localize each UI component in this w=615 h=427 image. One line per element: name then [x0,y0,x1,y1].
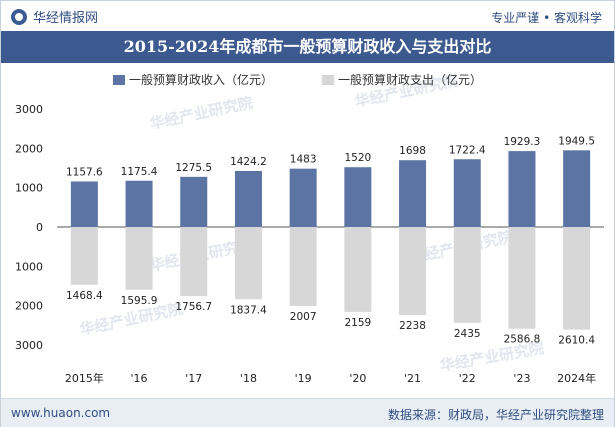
data-label-revenue: 1929.3 [504,136,541,148]
legend-label-revenue: 一般预算财政收入（亿元） [129,72,273,87]
y-tick-label: 3000 [15,339,43,352]
data-label-revenue: 1949.5 [558,135,595,147]
x-tick-label: 2015年 [65,371,104,385]
bar-expenditure [289,227,317,306]
x-tick-label: '23 [513,372,530,385]
x-tick-label: '21 [404,372,421,385]
tagline: 专业严谨 • 客观科学 [491,11,602,25]
data-label-expenditure: 2007 [290,311,317,323]
data-label-revenue: 1175.4 [121,166,158,178]
bar-revenue [234,170,262,227]
brand-name: 华经情报网 [33,11,99,26]
bar-expenditure [70,227,98,285]
data-label-expenditure: 1595.9 [121,295,158,307]
bar-revenue [399,160,427,227]
footer-source: 数据来源：财政局，华经产业研究院整理 [387,408,604,422]
watermark-text: 华经产业研究院 [148,93,254,132]
data-label-revenue: 1157.6 [66,166,103,178]
footer: www.huaon.com 数据来源：财政局，华经产业研究院整理 [1,398,614,427]
x-tick-label: '17 [185,372,202,385]
bar-revenue [180,176,208,227]
data-label-expenditure: 2435 [454,328,481,340]
legend-swatch-revenue [113,75,125,85]
data-label-revenue: 1698 [399,145,426,157]
chart-svg: 华经产业研究院华经产业研究院华经产业研究院华经产业研究院华经产业研究院华经产业研… [15,71,604,385]
bar-revenue [125,180,153,227]
legend-label-expenditure: 一般预算财政支出（亿元） [338,72,482,87]
x-tick-label: '22 [459,372,476,385]
bar-expenditure [508,227,536,329]
data-label-expenditure: 2159 [344,317,371,329]
data-label-revenue: 1424.2 [230,156,267,168]
bar-revenue [70,181,98,227]
bar-expenditure [180,227,208,297]
data-label-revenue: 1275.5 [175,162,212,174]
y-tick-label: 3000 [15,103,43,116]
y-tick-label: 2000 [15,142,43,155]
chart-title: 2015-2024年成都市一般预算财政收入与支出对比 [1,31,614,63]
data-label-expenditure: 2238 [399,320,426,332]
brand: 华经情报网 [11,7,98,26]
y-tick-label: 2000 [15,300,43,313]
bar-revenue [289,168,317,227]
bar-expenditure [344,227,372,312]
bar-revenue [508,151,536,227]
x-tick-label: '20 [349,372,366,385]
bar-revenue [563,150,591,227]
data-label-expenditure: 2586.8 [504,334,541,346]
data-label-expenditure: 1468.4 [66,290,103,302]
data-label-expenditure: 1837.4 [230,304,267,316]
data-label-expenditure: 1756.7 [175,301,212,313]
y-tick-label: 1000 [15,260,43,273]
bar-expenditure [125,227,153,290]
x-tick-label: '19 [295,372,312,385]
y-tick-label: 1000 [15,182,43,195]
bar-expenditure [234,227,262,300]
top-bar: 华经情报网 专业严谨 • 客观科学 [1,1,614,31]
data-label-expenditure: 2610.4 [558,335,595,347]
bar-expenditure [563,227,591,330]
x-tick-label: 2024年 [557,371,596,385]
bar-expenditure [399,227,427,316]
y-tick-label: 0 [36,221,43,234]
footer-url: www.huaon.com [11,406,111,420]
x-tick-label: '18 [240,372,257,385]
data-label-revenue: 1483 [290,154,317,166]
data-label-revenue: 1520 [344,152,371,164]
x-tick-label: '16 [131,372,148,385]
data-label-revenue: 1722.4 [449,144,486,156]
legend-swatch-expenditure [322,75,334,85]
bar-expenditure [453,227,481,323]
bar-revenue [344,167,372,227]
brand-logo-icon [11,8,27,25]
bar-revenue [453,159,481,227]
